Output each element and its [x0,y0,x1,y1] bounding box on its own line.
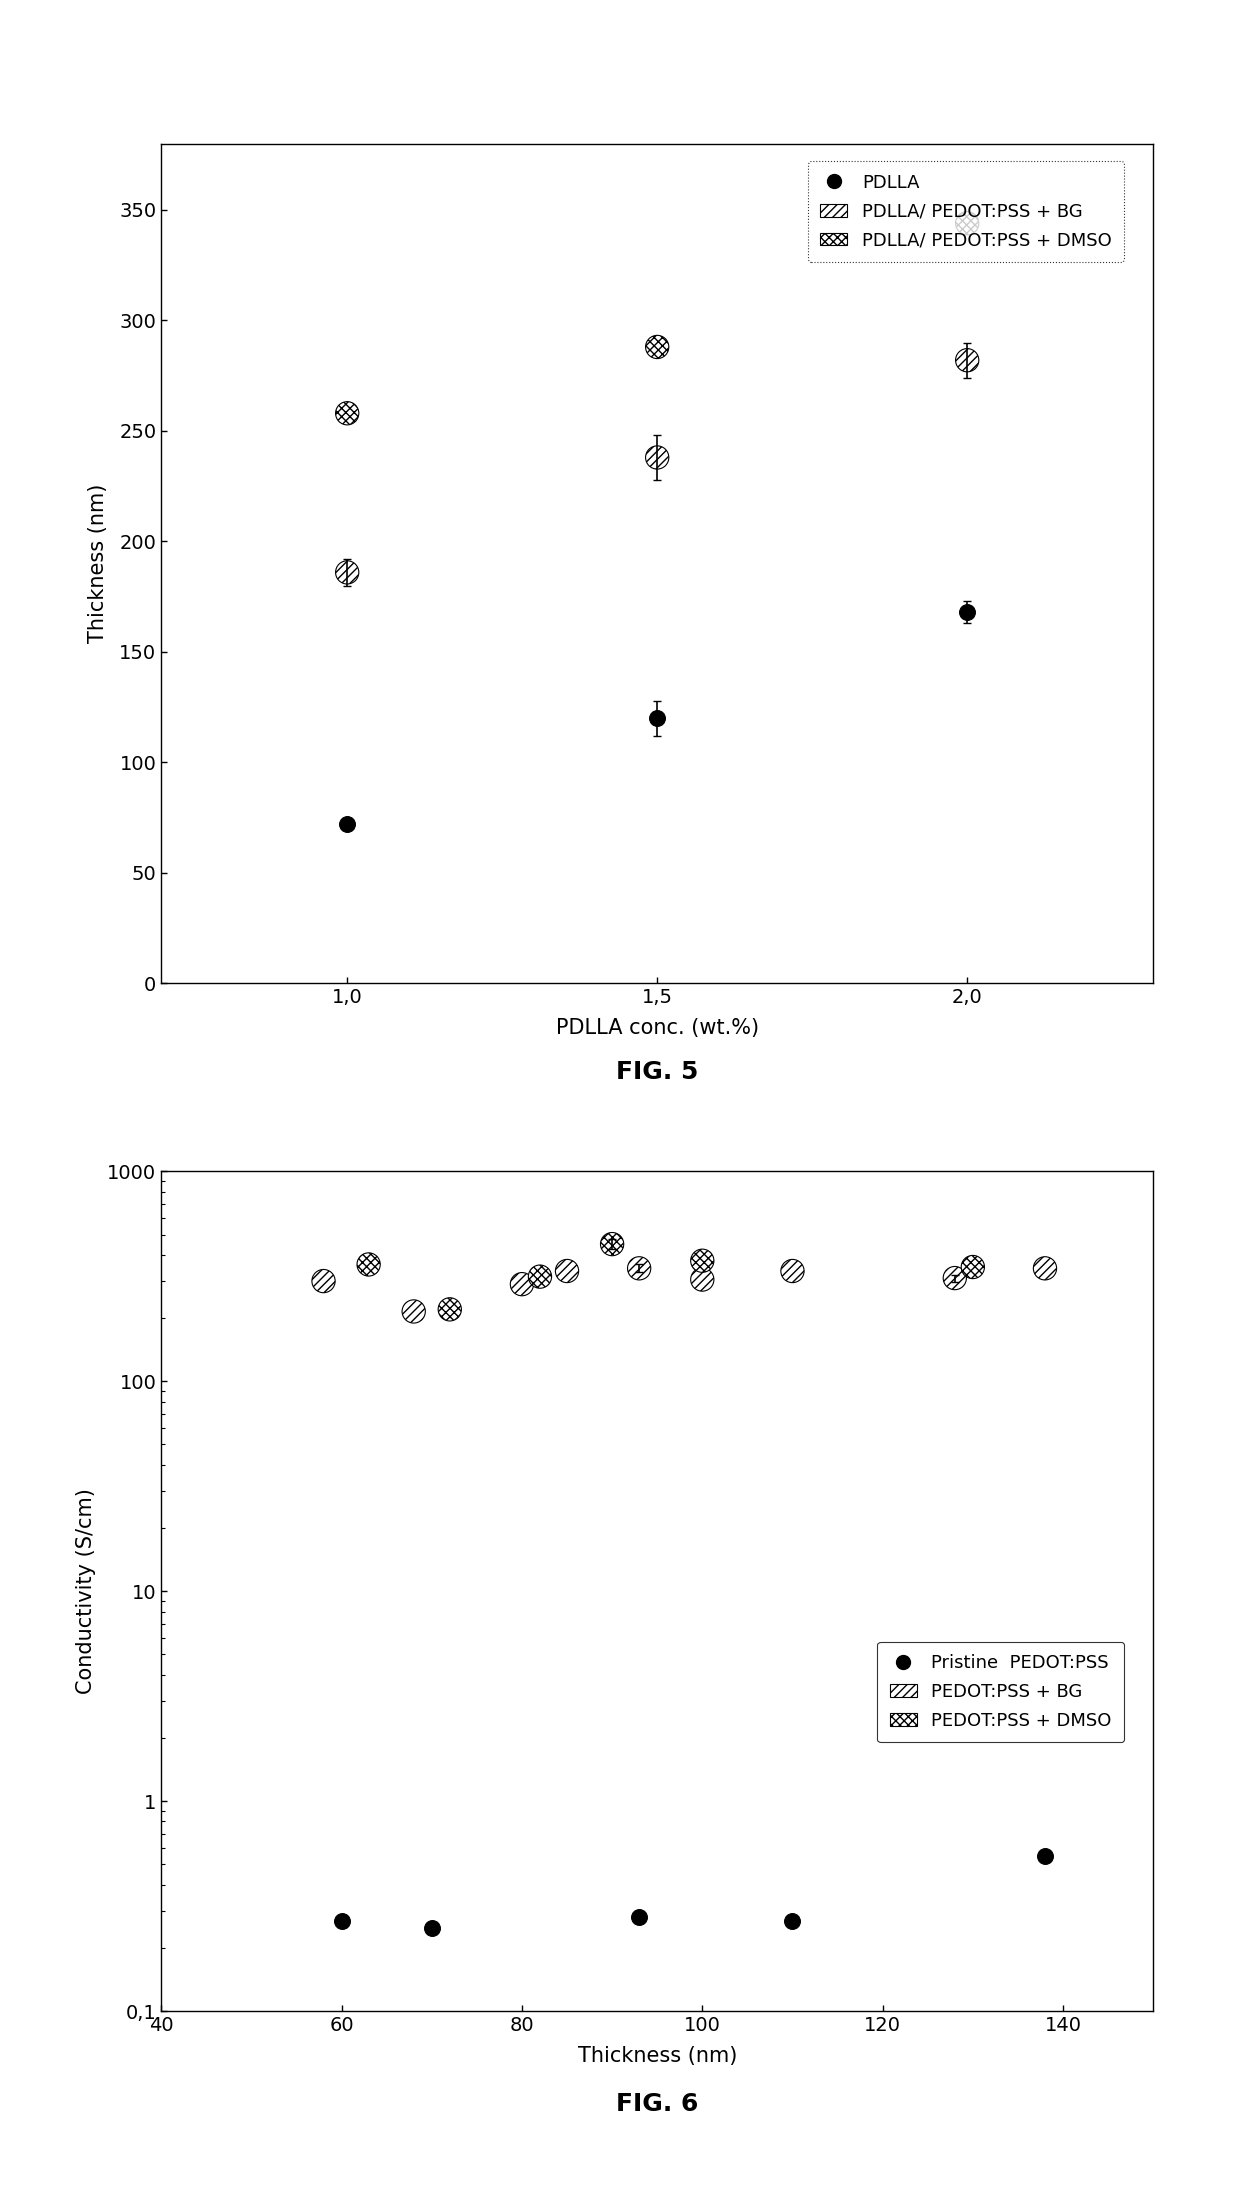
Point [782,1253,802,1288]
Point [404,1293,424,1328]
Point [331,1903,351,1938]
Point [603,1227,622,1262]
Point [557,1253,577,1288]
Point [957,594,977,630]
Point [314,1264,334,1299]
Point [957,343,977,378]
Point [647,440,667,475]
X-axis label: PDLLA conc. (wt.%): PDLLA conc. (wt.%) [556,1019,759,1039]
X-axis label: Thickness (nm): Thickness (nm) [578,2046,737,2066]
Point [647,701,667,736]
Point [440,1291,460,1326]
Text: FIG. 6: FIG. 6 [616,2093,698,2115]
Y-axis label: Conductivity (S/cm): Conductivity (S/cm) [76,1487,97,1695]
Point [629,1251,649,1286]
Point [512,1266,532,1302]
Point [422,1909,441,1945]
Point [782,1903,802,1938]
Point [529,1260,549,1295]
Point [963,1249,983,1284]
Point [692,1262,712,1297]
Point [945,1260,965,1295]
Point [337,807,357,842]
Point [1035,1839,1055,1874]
Point [337,396,357,431]
Legend: PDLLA, PDLLA/ PEDOT:PSS + BG, PDLLA/ PEDOT:PSS + DMSO: PDLLA, PDLLA/ PEDOT:PSS + BG, PDLLA/ PED… [807,161,1125,263]
Point [337,555,357,590]
Y-axis label: Thickness (nm): Thickness (nm) [88,484,108,643]
Point [647,329,667,365]
Point [692,1242,712,1277]
Point [358,1246,378,1282]
Text: FIG. 5: FIG. 5 [616,1061,698,1083]
Point [629,1901,649,1936]
Legend: Pristine  PEDOT:PSS, PEDOT:PSS + BG, PEDOT:PSS + DMSO: Pristine PEDOT:PSS, PEDOT:PSS + BG, PEDO… [877,1642,1125,1741]
Point [957,206,977,241]
Point [1035,1251,1055,1286]
